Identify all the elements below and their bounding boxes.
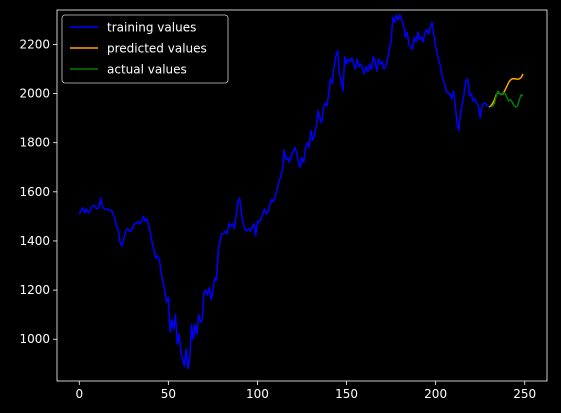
x-tick-label: 150 xyxy=(335,387,358,401)
legend-label: predicted values xyxy=(107,42,207,56)
x-tick-label: 200 xyxy=(424,387,447,401)
x-tick-label: 250 xyxy=(513,387,536,401)
x-tick-label: 100 xyxy=(246,387,269,401)
x-tick-label: 50 xyxy=(161,387,176,401)
y-tick-label: 2000 xyxy=(19,87,50,101)
y-tick-label: 1200 xyxy=(19,283,50,297)
legend-label: actual values xyxy=(107,63,187,77)
legend-label: training values xyxy=(107,21,196,35)
x-tick-label: 0 xyxy=(75,387,83,401)
y-tick-label: 1000 xyxy=(19,332,50,346)
y-tick-label: 1800 xyxy=(19,136,50,150)
y-tick-label: 1600 xyxy=(19,185,50,199)
legend: training values predicted values actual va… xyxy=(62,15,228,83)
y-tick-label: 1400 xyxy=(19,234,50,248)
y-tick-label: 2200 xyxy=(19,37,50,51)
